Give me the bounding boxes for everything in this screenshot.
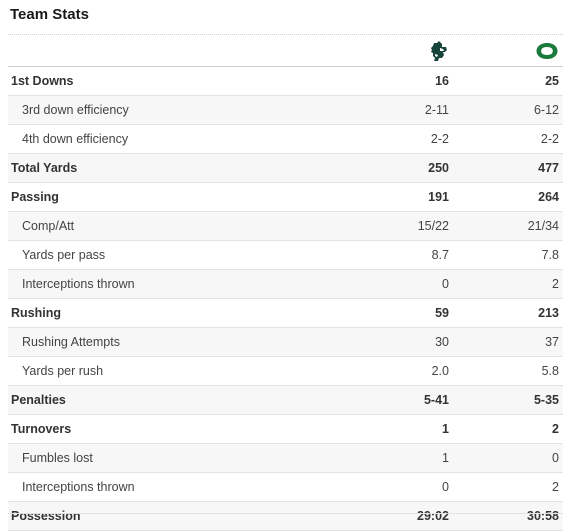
home-team-value: 59: [435, 306, 449, 320]
stat-row: Total Yards 250 477: [8, 154, 563, 183]
stat-row: Interceptions thrown 0 2: [8, 473, 563, 502]
home-team-value: 1: [442, 422, 449, 436]
away-team-value: 37: [545, 335, 559, 349]
stat-row: 1st Downs 16 25: [8, 67, 563, 96]
home-team-value: 2.0: [431, 364, 449, 378]
away-team-value: 6-12: [533, 103, 559, 117]
stat-label: Comp/Att: [22, 219, 75, 233]
spartan-helmet-icon: [431, 41, 447, 61]
home-team-value: 191: [428, 190, 449, 204]
stat-row: Penalties 5-41 5-35: [8, 386, 563, 415]
stat-label: Total Yards: [11, 161, 78, 175]
stat-row: Passing 191 264: [8, 183, 563, 212]
team-header-row: [8, 36, 563, 67]
away-team-value: 30:58: [527, 509, 559, 523]
stat-row: 3rd down efficiency 2-11 6-12: [8, 96, 563, 125]
stat-label: 3rd down efficiency: [22, 103, 129, 117]
stat-label: Yards per pass: [22, 248, 106, 262]
stat-row: Rushing 59 213: [8, 299, 563, 328]
stat-label: Passing: [11, 190, 59, 204]
panel-title: Team Stats: [10, 6, 89, 23]
stat-row: Interceptions thrown 0 2: [8, 270, 563, 299]
away-team-value: 0: [552, 451, 559, 465]
away-team-value: 21/34: [527, 219, 559, 233]
stat-label: Penalties: [11, 393, 66, 407]
away-team-value: 2: [552, 480, 559, 494]
stat-label: Interceptions thrown: [22, 277, 135, 291]
table-bottom-divider: [8, 513, 563, 514]
stat-label: Turnovers: [11, 422, 72, 436]
stat-row: 4th down efficiency 2-2 2-2: [8, 125, 563, 154]
stat-label: Possession: [11, 509, 81, 523]
away-team-value: 2: [552, 422, 559, 436]
home-team-value: 5-41: [423, 393, 449, 407]
stat-row: Yards per rush 2.0 5.8: [8, 357, 563, 386]
stat-label: Fumbles lost: [22, 451, 93, 465]
home-team-value: 2-2: [430, 132, 449, 146]
away-team-value: 264: [538, 190, 559, 204]
stat-row: Yards per pass 8.7 7.8: [8, 241, 563, 270]
home-team-value: 1: [442, 451, 449, 465]
stat-row: Rushing Attempts 30 37: [8, 328, 563, 357]
away-team-value: 213: [538, 306, 559, 320]
away-team-value: 25: [545, 74, 559, 88]
home-team-value: 15/22: [417, 219, 449, 233]
home-team-value: 16: [435, 74, 449, 88]
away-team-value: 5-35: [533, 393, 559, 407]
home-team-value: 29:02: [417, 509, 449, 523]
away-team-value: 477: [538, 161, 559, 175]
stat-label: Rushing: [11, 306, 61, 320]
title-divider: [8, 34, 563, 35]
stat-label: Interceptions thrown: [22, 480, 135, 494]
stat-row: Turnovers 1 2: [8, 415, 563, 444]
away-team-value: 2: [552, 277, 559, 291]
team-stats-panel: Team Stats 1st Downs 16 25 3rd down efficie…: [8, 6, 563, 531]
away-team-value: 2-2: [540, 132, 559, 146]
away-team-value: 7.8: [541, 248, 559, 262]
stat-label: 1st Downs: [11, 74, 74, 88]
home-team-value: 250: [428, 161, 449, 175]
stat-label: Rushing Attempts: [22, 335, 120, 349]
home-team-value: 8.7: [431, 248, 449, 262]
stats-table: 1st Downs 16 25 3rd down efficiency 2-11 6-12…: [8, 67, 563, 531]
stat-label: Yards per rush: [22, 364, 104, 378]
home-team-value: 0: [442, 277, 449, 291]
home-team-value: 0: [442, 480, 449, 494]
oregon-o-icon: [536, 43, 558, 59]
stat-row: Fumbles lost 1 0: [8, 444, 563, 473]
home-team-value: 2-11: [424, 103, 449, 117]
home-team-value: 30: [435, 335, 449, 349]
away-team-value: 5.8: [541, 364, 559, 378]
stat-row: Possession 29:02 30:58: [8, 502, 563, 531]
stat-label: 4th down efficiency: [22, 132, 129, 146]
stat-row: Comp/Att 15/22 21/34: [8, 212, 563, 241]
